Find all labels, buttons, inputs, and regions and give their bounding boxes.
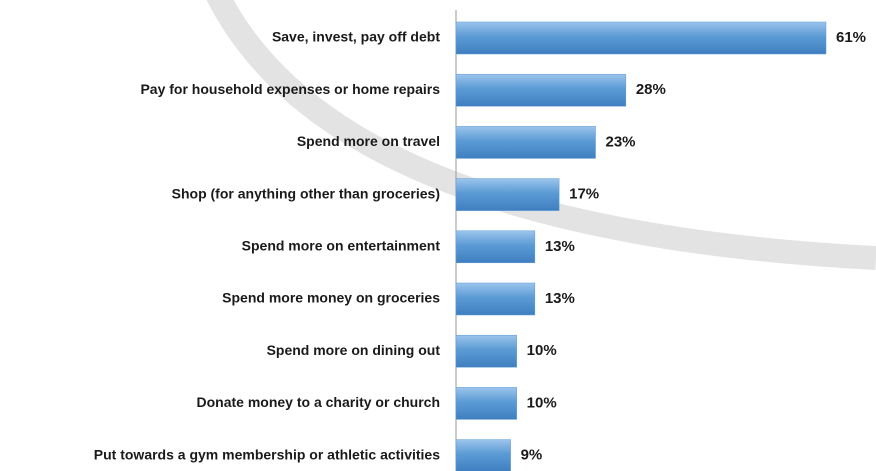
category-label: Pay for household expenses or home repai… xyxy=(140,81,440,97)
category-label: Spend more on entertainment xyxy=(242,238,441,254)
category-label: Spend more on travel xyxy=(297,133,440,149)
category-label: Spend more money on groceries xyxy=(222,290,440,306)
bar xyxy=(455,73,627,107)
bar xyxy=(455,178,560,211)
bar xyxy=(455,282,536,316)
data-label: 17% xyxy=(569,186,599,203)
category-label: Shop (for anything other than groceries) xyxy=(172,185,440,201)
bar xyxy=(455,387,517,420)
data-label: 28% xyxy=(636,81,666,98)
data-label: 23% xyxy=(606,133,636,150)
data-label: 61% xyxy=(836,29,866,46)
category-label: Spend more on dining out xyxy=(267,342,441,358)
data-label: 13% xyxy=(545,290,575,307)
bar xyxy=(455,439,511,471)
bar xyxy=(455,21,827,55)
category-label: Donate money to a charity or church xyxy=(197,394,441,410)
bar xyxy=(455,126,596,159)
data-label: 9% xyxy=(521,447,543,464)
bar xyxy=(455,334,517,368)
data-label: 13% xyxy=(545,238,575,255)
data-label: 10% xyxy=(527,394,557,411)
category-label: Save, invest, pay off debt xyxy=(272,29,440,45)
background-swoosh xyxy=(206,0,876,270)
bar xyxy=(455,230,536,264)
data-label: 10% xyxy=(527,342,557,359)
category-label: Put towards a gym membership or athletic… xyxy=(94,446,440,462)
